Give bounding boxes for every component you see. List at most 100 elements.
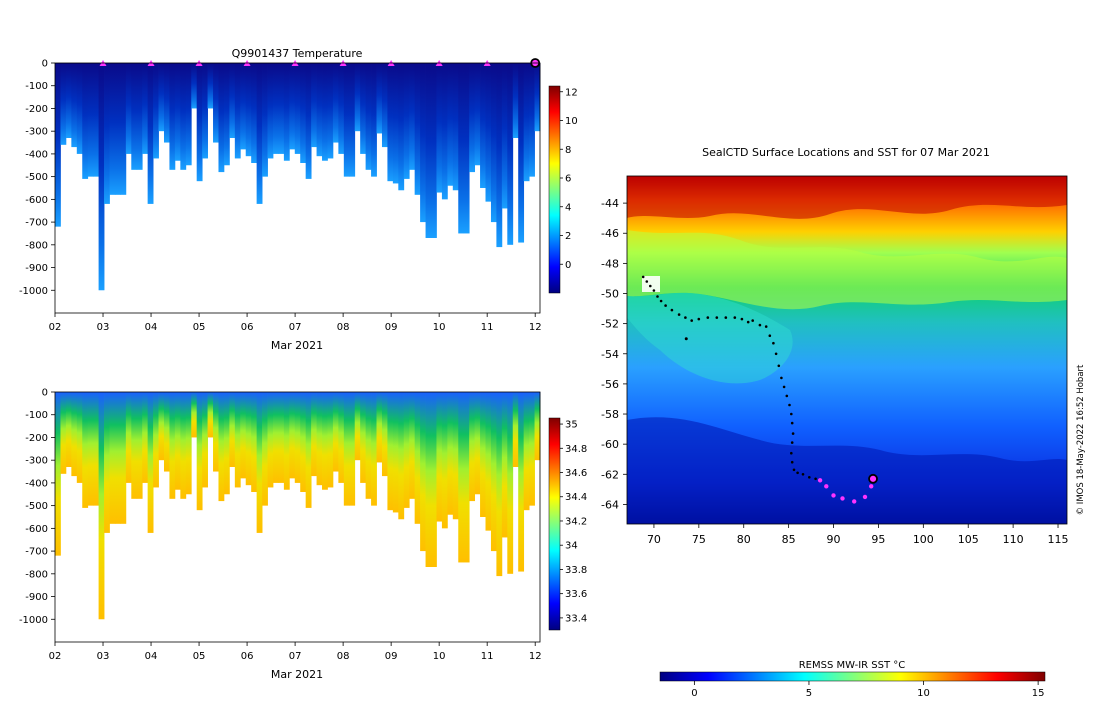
track-point xyxy=(790,441,794,444)
profile-column xyxy=(213,63,219,143)
sst-warm-band xyxy=(627,176,1067,219)
track-point xyxy=(740,317,744,321)
profile-column xyxy=(153,392,159,488)
profile-column xyxy=(262,63,268,177)
profile-column xyxy=(501,392,508,538)
profile-column xyxy=(65,392,72,467)
track-point xyxy=(746,320,750,324)
sst-cool-eddy xyxy=(627,292,793,384)
x-tick-label: 11 xyxy=(481,322,494,333)
map-profile-point xyxy=(852,499,857,504)
x-tick-label: 07 xyxy=(289,651,302,662)
profile-column xyxy=(354,392,361,461)
map-profile-point xyxy=(840,496,845,501)
profile-column xyxy=(403,63,410,179)
track-point xyxy=(641,275,645,279)
map-y-tick-label: -44 xyxy=(601,197,619,210)
profile-column xyxy=(267,63,274,159)
profile-column xyxy=(343,63,350,177)
profile-column xyxy=(251,63,258,163)
profile-column xyxy=(501,63,508,209)
profile-column xyxy=(365,392,372,499)
track-point xyxy=(706,316,710,319)
track-point xyxy=(774,352,778,356)
profile-column xyxy=(104,63,110,204)
x-tick-label: 02 xyxy=(49,651,62,662)
profile-column xyxy=(251,392,258,492)
track-point xyxy=(790,451,793,455)
profile-column xyxy=(136,63,143,170)
profile-column xyxy=(163,392,170,472)
map-profile-point xyxy=(817,478,823,483)
profile-column xyxy=(76,63,83,154)
profile-column xyxy=(409,63,416,170)
profile-column xyxy=(223,392,230,495)
track-point xyxy=(785,394,789,398)
profile-column xyxy=(425,63,432,238)
track-point xyxy=(677,313,681,316)
temperature-xlabel: Mar 2021 xyxy=(271,339,323,352)
profile-column xyxy=(142,63,149,154)
y-tick-label: -400 xyxy=(25,478,48,489)
profile-column xyxy=(485,392,492,531)
profile-column xyxy=(234,63,241,159)
land-island xyxy=(642,276,660,292)
profile-column xyxy=(294,63,301,154)
y-tick-label: -700 xyxy=(25,218,48,229)
track-point xyxy=(652,289,656,292)
y-tick-label: -800 xyxy=(25,240,48,251)
map-profile-point xyxy=(824,484,829,489)
sst-colorbar-tick-label: 0 xyxy=(691,688,697,699)
profile-column xyxy=(55,63,61,227)
profile-column xyxy=(469,392,476,502)
sst-colorbar-ticks: 0 5 10 15 xyxy=(691,681,1044,699)
profile-column xyxy=(289,63,296,150)
sst-colorbar-tick-label: 15 xyxy=(1032,688,1045,699)
y-tick-label: 0 xyxy=(42,388,48,399)
sst-cold-band xyxy=(627,417,1067,524)
profile-column xyxy=(169,392,176,499)
profile-column xyxy=(283,392,290,490)
profile-column xyxy=(256,392,263,533)
profile-column xyxy=(485,63,492,202)
salinity-colorbar xyxy=(548,417,561,631)
profile-column xyxy=(82,63,89,179)
track-point xyxy=(801,473,805,476)
track-point xyxy=(656,295,659,298)
profile-column xyxy=(507,392,514,574)
profile-column xyxy=(180,63,187,170)
x-tick-label: 06 xyxy=(241,651,254,662)
profile-column xyxy=(469,63,476,173)
y-tick-label: -200 xyxy=(25,104,48,115)
profile-column xyxy=(381,63,388,148)
x-tick-label: 04 xyxy=(145,322,158,333)
track-point xyxy=(670,308,674,312)
x-tick-label: 03 xyxy=(97,651,110,662)
colorbar-tick-label: 10 xyxy=(565,116,578,127)
track-point xyxy=(772,341,775,345)
colorbar-tick-label: 34.8 xyxy=(565,444,587,455)
profile-column xyxy=(71,392,78,477)
profile-column xyxy=(289,392,296,479)
map-x-tick-label: 80 xyxy=(737,533,751,546)
map-x-tick-label: 90 xyxy=(827,533,841,546)
y-tick-label: -100 xyxy=(25,81,48,92)
salinity-xlabel: Mar 2021 xyxy=(271,668,323,681)
profile-column xyxy=(518,63,525,243)
track-point xyxy=(733,316,737,319)
salinity-x-ticks: 02 03 04 05 06 07 08 09 10 11 12 xyxy=(49,642,542,662)
x-tick-label: 03 xyxy=(97,322,110,333)
track-point xyxy=(808,476,811,479)
profile-column xyxy=(245,63,252,157)
profile-column xyxy=(354,63,361,132)
profile-column xyxy=(202,63,208,159)
map-y-tick-label: -60 xyxy=(601,438,619,451)
profile-column xyxy=(174,63,181,161)
profile-column xyxy=(300,392,307,492)
colorbar-tick-label: 34.4 xyxy=(565,492,587,503)
profile-column xyxy=(142,392,149,483)
track-point xyxy=(814,477,817,481)
profile-column xyxy=(458,63,465,234)
profile-column xyxy=(283,63,290,161)
profile-column xyxy=(131,392,138,499)
